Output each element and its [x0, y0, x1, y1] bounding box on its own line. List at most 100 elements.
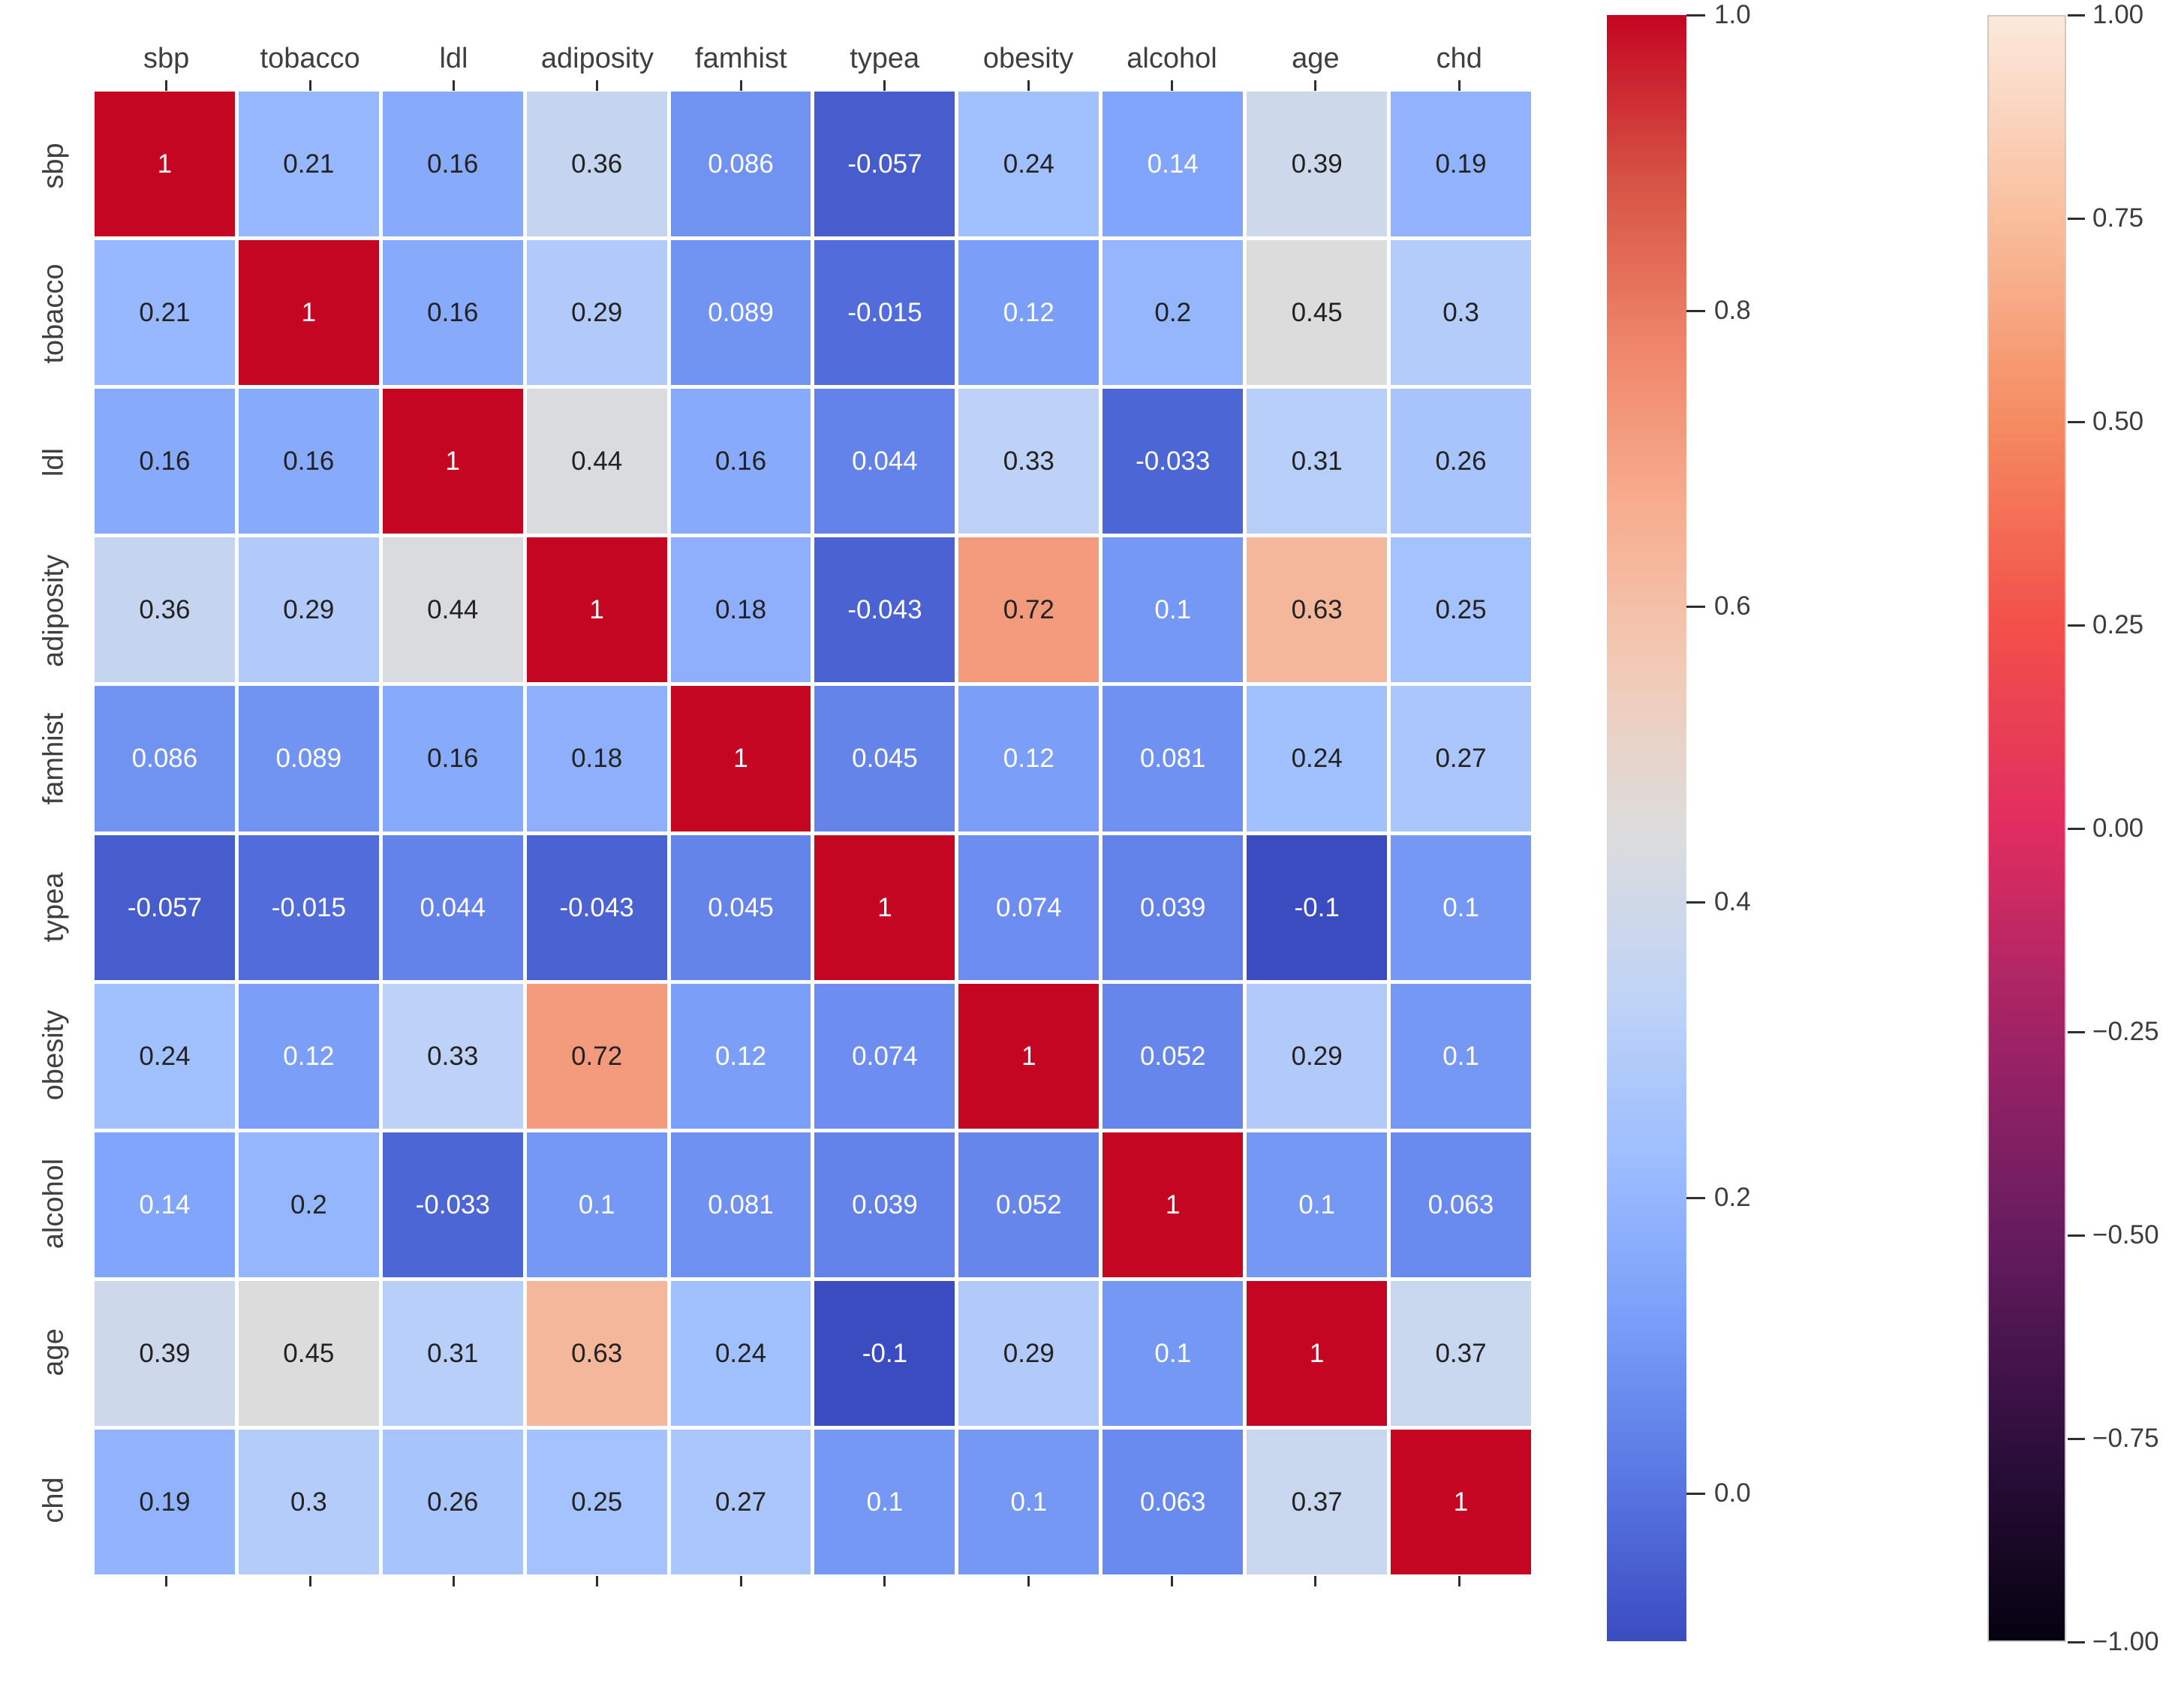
x-axis-label-famhist: famhist	[695, 43, 787, 74]
heatmap-cell-ldl-tobacco: 0.16	[238, 389, 379, 534]
heatmap-cell-chd-chd: 1	[1391, 1429, 1531, 1574]
heatmap-cell-age-chd: 0.37	[1391, 1280, 1531, 1426]
y-axis-label-age: age	[38, 1328, 70, 1376]
x-tick-bottom-tobacco	[308, 1576, 311, 1586]
heatmap-cell-sbp-ldl: 0.16	[382, 92, 523, 237]
rocket-colorbar-tick-0.50	[2068, 420, 2085, 423]
heatmap-cell-alcohol-typea: 0.039	[814, 1132, 955, 1277]
heatmap-cell-obesity-sbp: 0.24	[95, 983, 235, 1129]
heatmap-cell-adiposity-tobacco: 0.29	[238, 537, 379, 683]
heatmap-cell-sbp-alcohol: 0.14	[1103, 92, 1244, 237]
y-axis-label-chd: chd	[38, 1477, 70, 1523]
rocket-colorbar-tick-−0.50	[2068, 1234, 2085, 1237]
x-axis-label-sbp: sbp	[143, 43, 190, 74]
y-axis-label-ldl: ldl	[38, 447, 70, 477]
heatmap-cell-tobacco-age: 0.45	[1247, 240, 1388, 386]
rocket-colorbar-tick-0.00	[2068, 827, 2085, 830]
x-tick-bottom-sbp	[165, 1576, 168, 1586]
x-tick-top-obesity	[1027, 80, 1030, 91]
rocket-colorbar	[1987, 15, 2066, 1642]
x-tick-top-sbp	[165, 80, 168, 91]
heatmap-cell-tobacco-obesity: 0.12	[958, 240, 1100, 386]
heatmap-cell-age-sbp: 0.39	[95, 1280, 235, 1426]
rocket-colorbar-tick-label-−0.75: −0.75	[2092, 1424, 2159, 1453]
x-tick-top-ldl	[453, 80, 455, 91]
heatmap-cell-obesity-ldl: 0.33	[382, 983, 523, 1129]
heatmap-cell-sbp-typea: -0.057	[814, 92, 955, 237]
rocket-colorbar-tick-label-0.25: 0.25	[2092, 610, 2144, 639]
x-tick-bottom-chd	[1458, 1576, 1461, 1586]
heatmap-cell-ldl-alcohol: -0.033	[1103, 389, 1244, 534]
x-tick-bottom-ldl	[453, 1576, 455, 1586]
heatmap-cell-chd-famhist: 0.27	[670, 1429, 811, 1574]
heatmap-cell-typea-alcohol: 0.039	[1103, 834, 1244, 980]
rocket-colorbar-tick-label-−0.50: −0.50	[2092, 1220, 2159, 1249]
heatmap-cell-adiposity-obesity: 0.72	[958, 537, 1100, 683]
heatmap-cell-typea-sbp: -0.057	[95, 834, 235, 980]
heatmap-cell-age-alcohol: 0.1	[1103, 1280, 1244, 1426]
heatmap-cell-obesity-age: 0.29	[1247, 983, 1388, 1129]
y-axis-label-sbp: sbp	[38, 143, 70, 189]
heatmap-cell-age-age: 1	[1247, 1280, 1388, 1426]
y-axis-label-famhist: famhist	[38, 712, 70, 805]
heatmap-cell-typea-typea: 1	[814, 834, 955, 980]
coolwarm-colorbar-tick-0.6	[1686, 605, 1705, 608]
coolwarm-colorbar-tick-label-0.4: 0.4	[1714, 887, 1751, 916]
heatmap-cell-adiposity-chd: 0.25	[1391, 537, 1531, 683]
x-axis-label-ldl: ldl	[439, 43, 468, 74]
x-tick-top-adiposity	[596, 80, 599, 91]
heatmap-cell-obesity-typea: 0.074	[814, 983, 955, 1129]
heatmap-cell-adiposity-adiposity: 1	[526, 537, 667, 683]
coolwarm-colorbar-tick-0.8	[1686, 309, 1705, 312]
heatmap-cell-adiposity-alcohol: 0.1	[1103, 537, 1244, 683]
rocket-colorbar-tick-label-−1.00: −1.00	[2092, 1627, 2159, 1656]
heatmap-cell-famhist-chd: 0.27	[1391, 686, 1531, 831]
heatmap-cell-obesity-obesity: 1	[958, 983, 1100, 1129]
x-tick-bottom-typea	[883, 1576, 886, 1586]
heatmap-cell-typea-famhist: 0.045	[670, 834, 811, 980]
coolwarm-colorbar-tick-label-1.0: 1.0	[1714, 0, 1751, 29]
heatmap-cell-alcohol-age: 0.1	[1247, 1132, 1388, 1277]
heatmap-cell-age-typea: -0.1	[814, 1280, 955, 1426]
coolwarm-colorbar-tick-1.0	[1686, 14, 1705, 17]
heatmap-cell-famhist-sbp: 0.086	[95, 686, 235, 831]
heatmap-cell-alcohol-famhist: 0.081	[670, 1132, 811, 1277]
rocket-colorbar-tick-label-0.00: 0.00	[2092, 813, 2144, 843]
y-axis-label-alcohol: alcohol	[38, 1158, 70, 1249]
heatmap-cell-tobacco-sbp: 0.21	[95, 240, 235, 386]
heatmap-cell-famhist-ldl: 0.16	[382, 686, 523, 831]
heatmap-cell-alcohol-chd: 0.063	[1391, 1132, 1531, 1277]
heatmap-cell-alcohol-tobacco: 0.2	[238, 1132, 379, 1277]
heatmap-cell-chd-ldl: 0.26	[382, 1429, 523, 1574]
x-tick-bottom-famhist	[739, 1576, 742, 1586]
heatmap-cell-adiposity-sbp: 0.36	[95, 537, 235, 683]
x-tick-top-typea	[883, 80, 886, 91]
heatmap-cell-typea-obesity: 0.074	[958, 834, 1100, 980]
heatmap-cell-sbp-obesity: 0.24	[958, 92, 1100, 237]
heatmap-cell-chd-tobacco: 0.3	[238, 1429, 379, 1574]
x-tick-bottom-adiposity	[596, 1576, 599, 1586]
heatmap-cell-sbp-tobacco: 0.21	[238, 92, 379, 237]
heatmap-cell-obesity-alcohol: 0.052	[1103, 983, 1244, 1129]
x-tick-top-tobacco	[308, 80, 311, 91]
x-tick-bottom-age	[1314, 1576, 1317, 1586]
rocket-colorbar-tick-−0.25	[2068, 1030, 2085, 1033]
heatmap-cell-alcohol-adiposity: 0.1	[526, 1132, 667, 1277]
heatmap-cell-tobacco-tobacco: 1	[238, 240, 379, 386]
heatmap-cell-famhist-typea: 0.045	[814, 686, 955, 831]
heatmap-cell-alcohol-alcohol: 1	[1103, 1132, 1244, 1277]
y-axis-label-tobacco: tobacco	[38, 263, 70, 364]
heatmap-cell-famhist-tobacco: 0.089	[238, 686, 379, 831]
heatmap-cell-obesity-chd: 0.1	[1391, 983, 1531, 1129]
heatmap-cell-ldl-typea: 0.044	[814, 389, 955, 534]
heatmap-cell-sbp-adiposity: 0.36	[526, 92, 667, 237]
x-tick-top-famhist	[739, 80, 742, 91]
heatmap-cell-famhist-age: 0.24	[1247, 686, 1388, 831]
heatmap-cell-obesity-famhist: 0.12	[670, 983, 811, 1129]
heatmap-cell-tobacco-chd: 0.3	[1391, 240, 1531, 386]
heatmap-cell-age-famhist: 0.24	[670, 1280, 811, 1426]
heatmap-cell-tobacco-adiposity: 0.29	[526, 240, 667, 386]
rocket-colorbar-tick-0.75	[2068, 217, 2085, 220]
heatmap-cell-obesity-tobacco: 0.12	[238, 983, 379, 1129]
x-axis-label-alcohol: alcohol	[1127, 43, 1217, 74]
